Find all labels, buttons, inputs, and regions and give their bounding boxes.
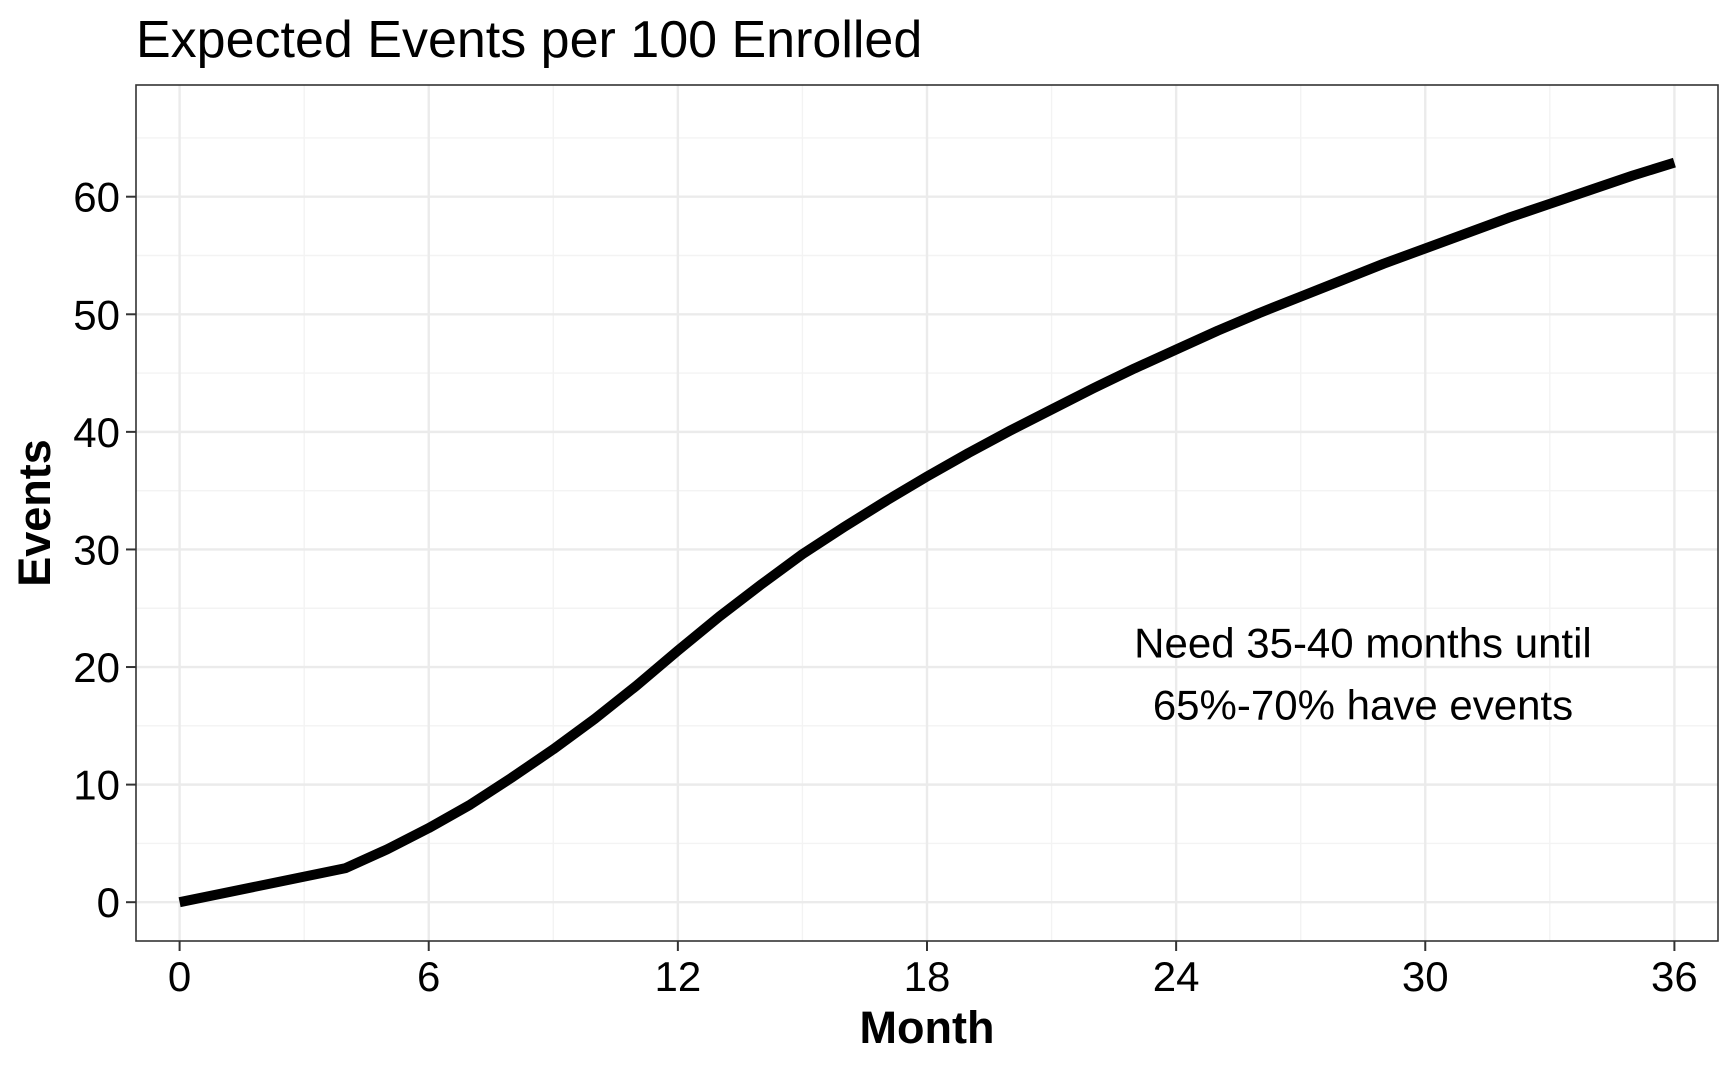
series-layer <box>178 157 1676 908</box>
annotation-line: Need 35-40 months until <box>1134 620 1592 667</box>
x-axis: 0 6 12 18 24 30 36 <box>168 941 1698 1000</box>
y-tick-label: 10 <box>73 762 120 809</box>
x-tick-label: 6 <box>417 953 440 1000</box>
y-tick-label: 40 <box>73 409 120 456</box>
y-tick-label: 30 <box>73 526 120 573</box>
y-axis-label: Events <box>9 439 60 587</box>
y-tick-label: 20 <box>73 644 120 691</box>
x-tick-label: 36 <box>1651 953 1698 1000</box>
x-tick-label: 30 <box>1402 953 1449 1000</box>
chart-title: Expected Events per 100 Enrolled <box>136 11 922 69</box>
y-tick-label: 0 <box>97 879 120 926</box>
x-tick-label: 24 <box>1153 953 1200 1000</box>
x-tick-label: 18 <box>904 953 951 1000</box>
major-gridlines <box>136 85 1718 941</box>
x-tick-label: 0 <box>168 953 191 1000</box>
annotation-layer: Need 35-40 months until 65%-70% have even… <box>1134 620 1592 729</box>
x-axis-label: Month <box>860 1002 995 1053</box>
series-line <box>178 157 1676 908</box>
annotation-text: Need 35-40 months until 65%-70% have even… <box>1134 620 1592 729</box>
y-tick-label: 60 <box>73 174 120 221</box>
y-tick-label: 50 <box>73 291 120 338</box>
annotation-line: 65%-70% have events <box>1153 682 1573 729</box>
y-axis: 0 10 20 30 40 50 60 <box>73 174 136 926</box>
x-tick-label: 12 <box>655 953 702 1000</box>
